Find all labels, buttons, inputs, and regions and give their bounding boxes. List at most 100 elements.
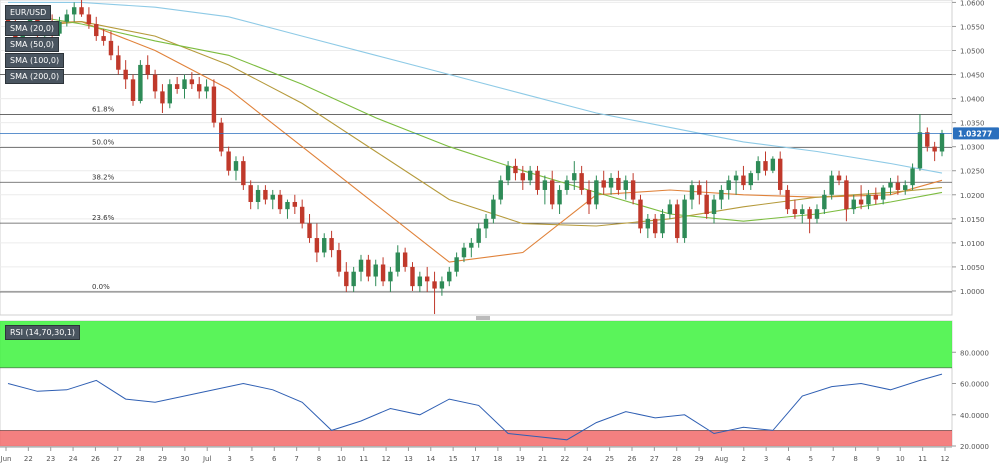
x-tick-label: 12 — [382, 455, 391, 463]
candle-body — [64, 14, 70, 22]
candle-body — [108, 40, 114, 56]
candle-body — [550, 180, 555, 205]
candle-body — [299, 206, 305, 224]
x-tick-label: 10 — [896, 455, 905, 463]
candle-body — [277, 194, 283, 210]
rsi-line — [7, 373, 943, 441]
x-tick-label: 14 — [426, 455, 435, 463]
candle-body — [719, 189, 724, 200]
x-tick-label: 29 — [695, 455, 704, 463]
fib-level-label: 50.0% — [92, 139, 115, 147]
rsi-tick-label: 40.0000 — [960, 412, 989, 420]
price-tick-label: 1.0050 — [960, 264, 985, 272]
candle-body — [197, 84, 202, 92]
candle-body — [101, 36, 106, 41]
candle-body — [858, 199, 864, 205]
candle-body — [741, 175, 746, 186]
candle-body — [417, 276, 423, 287]
x-tick-label: 23 — [46, 455, 55, 463]
candle-body — [623, 180, 628, 190]
price-tick-label: 1.0400 — [960, 96, 985, 104]
candle-body — [388, 271, 393, 282]
candle-body — [373, 264, 378, 277]
candle-body — [601, 180, 606, 188]
candle-body — [939, 133, 945, 152]
x-tick-label: 30 — [180, 455, 189, 463]
x-tick-label: 29 — [158, 455, 167, 463]
sma-100-legend[interactable]: SMA (100,0) — [5, 53, 65, 68]
candle-body — [910, 168, 915, 186]
candle-body — [395, 252, 400, 272]
candle-body — [476, 228, 481, 243]
candle-body — [424, 276, 430, 282]
candle-body — [204, 86, 209, 92]
candle-body — [689, 185, 695, 200]
price-tick-label: 1.0100 — [960, 240, 985, 248]
rsi-overbought-zone — [0, 321, 952, 368]
rsi-tick-label: 20.0000 — [960, 443, 989, 451]
candle-body — [174, 84, 180, 89]
sma-200-legend[interactable]: SMA (200,0) — [5, 69, 65, 84]
sma-50-legend[interactable]: SMA (50,0) — [5, 37, 60, 52]
candle-body — [711, 199, 717, 215]
candle-body — [255, 189, 261, 202]
candle-body — [461, 247, 467, 258]
x-tick-label: 7 — [831, 455, 835, 463]
fib-level-label: 61.8% — [92, 105, 115, 113]
candle-body — [630, 180, 636, 200]
candle-body — [748, 173, 753, 186]
candle-body — [572, 173, 577, 181]
rsi-label[interactable]: RSI (14,70,30,1) — [5, 325, 81, 340]
candle-body — [344, 271, 349, 287]
candle-body — [248, 185, 253, 202]
candle-body — [447, 271, 452, 282]
x-tick-label: 10 — [337, 455, 346, 463]
sma-20-legend[interactable]: SMA (20,0) — [5, 21, 60, 36]
candle-body — [616, 177, 621, 190]
panel-resize-handle[interactable] — [476, 316, 490, 320]
sma20-line — [7, 21, 943, 263]
candle-body — [792, 209, 798, 215]
x-tick-label: Aug — [715, 455, 729, 463]
x-tick-label: 19 — [516, 455, 525, 463]
candle-body — [513, 165, 518, 174]
candle-body — [160, 91, 165, 104]
x-tick-label: 28 — [672, 455, 681, 463]
candle-body — [836, 175, 842, 181]
candle-body — [226, 151, 231, 171]
x-tick-label: 18 — [493, 455, 502, 463]
x-tick-label: 24 — [69, 455, 78, 463]
candle-body — [439, 281, 445, 289]
x-tick-label: 21 — [538, 455, 547, 463]
candle-body — [917, 132, 923, 169]
x-tick-label: 22 — [24, 455, 33, 463]
candle-body — [785, 189, 790, 210]
fib-level-label: 0.0% — [92, 283, 110, 291]
x-tick-label: 17 — [471, 455, 480, 463]
price-tick-label: 1.0500 — [960, 47, 985, 55]
candle-body — [704, 194, 709, 215]
candle-body — [873, 194, 879, 200]
x-tick-label: 9 — [876, 455, 880, 463]
x-tick-label: 12 — [941, 455, 950, 463]
candle-body — [763, 161, 768, 171]
candle-body — [270, 194, 275, 200]
x-tick-label: 8 — [853, 455, 857, 463]
candle-body — [292, 201, 298, 207]
x-tick-label: 26 — [628, 455, 637, 463]
candle-body — [652, 218, 658, 234]
current-price-label: 1.03277 — [958, 129, 992, 138]
candle-body — [527, 170, 533, 181]
candle-body — [800, 209, 805, 215]
x-tick-label: 11 — [359, 455, 368, 463]
candle-body — [542, 180, 548, 190]
candle-body — [211, 86, 217, 123]
candle-body — [351, 271, 356, 287]
candle-body — [167, 84, 173, 104]
candle-body — [402, 252, 408, 267]
candle-body — [608, 177, 614, 188]
x-tick-label: 3 — [227, 455, 231, 463]
candle-body — [932, 146, 937, 152]
candle-body — [336, 250, 342, 272]
